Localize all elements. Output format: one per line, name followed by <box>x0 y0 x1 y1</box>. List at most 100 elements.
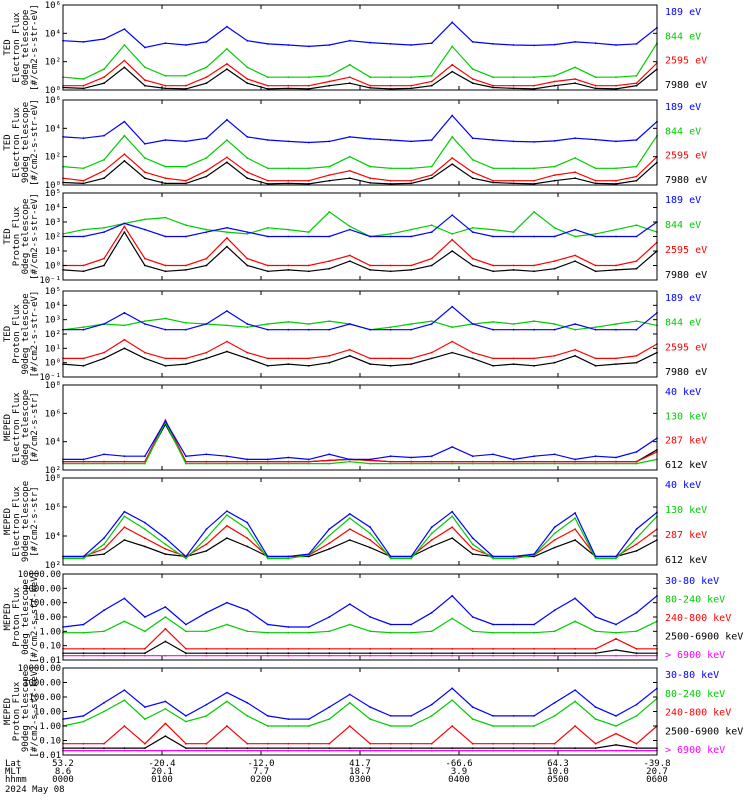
data-point <box>451 747 454 749</box>
footer-lat-value: -12.0 <box>247 759 274 769</box>
data-point <box>328 165 331 168</box>
series-line-80-240-kev <box>62 697 658 727</box>
data-point <box>226 747 228 749</box>
data-point <box>226 340 228 343</box>
data-point <box>553 80 556 83</box>
data-point <box>348 169 351 172</box>
data-point <box>226 118 228 121</box>
data-point <box>574 517 576 520</box>
data-point <box>144 747 146 749</box>
data-point <box>533 44 535 47</box>
data-point <box>348 747 351 749</box>
data-point <box>410 742 413 745</box>
data-point <box>287 725 290 727</box>
data-point <box>451 617 454 620</box>
data-point <box>328 534 331 537</box>
series-line-40-kev <box>63 510 658 558</box>
data-point <box>226 601 228 604</box>
data-point <box>471 323 474 325</box>
data-point <box>574 647 576 650</box>
data-point <box>164 328 167 331</box>
data-point <box>226 63 228 65</box>
data-point <box>389 747 392 749</box>
data-point <box>123 225 126 228</box>
data-point <box>164 708 167 710</box>
data-point <box>287 228 290 231</box>
data-point <box>430 747 433 749</box>
data-point <box>594 460 597 463</box>
series-line-240-800-kev <box>63 722 658 745</box>
data-point <box>594 84 597 87</box>
data-point <box>266 652 269 655</box>
data-point <box>328 267 331 270</box>
data-point <box>328 453 331 456</box>
data-point <box>389 167 392 170</box>
data-point <box>451 340 454 343</box>
data-point <box>451 462 454 465</box>
data-point <box>144 521 146 524</box>
data-point <box>185 165 187 168</box>
panel-7: 0.01 0.10 1.00 10.00 100.00 1000.00 10000.00 ME… <box>3 570 743 666</box>
data-point <box>574 747 576 749</box>
data-point <box>164 177 167 180</box>
data-point <box>164 420 167 422</box>
data-point <box>307 167 310 170</box>
y-axis-label: 90deg telescope <box>21 481 31 562</box>
data-point <box>164 364 167 367</box>
data-point <box>266 647 269 650</box>
data-point <box>266 460 269 463</box>
data-point <box>328 84 331 87</box>
data-point <box>246 39 249 42</box>
data-point <box>492 228 494 231</box>
data-point <box>287 264 290 267</box>
data-point <box>574 260 576 262</box>
y-axis-label: 0deg telescope <box>21 390 31 466</box>
data-point <box>471 742 474 745</box>
data-point <box>471 177 474 180</box>
y-tick-label: 1.00 <box>39 627 61 637</box>
data-point <box>307 647 310 650</box>
legend-entry: > 6900 keV <box>665 650 725 661</box>
data-point <box>533 654 535 657</box>
data-point <box>144 84 146 87</box>
data-point <box>389 715 392 717</box>
panel-5: 10² 10⁴ 10⁶ 10⁸ MEPED Electron Flux 0deg teles… <box>3 381 707 476</box>
data-point <box>226 324 228 327</box>
data-point <box>328 74 331 77</box>
data-point <box>266 715 269 717</box>
data-point <box>348 254 351 257</box>
data-point <box>492 462 494 465</box>
data-point <box>287 357 290 360</box>
data-point <box>553 74 556 77</box>
data-point <box>430 42 433 45</box>
y-tick-label: 1.00 <box>39 722 61 732</box>
data-point <box>451 351 454 354</box>
legend-entry: 844 eV <box>665 318 701 329</box>
data-point <box>533 264 535 267</box>
data-point <box>635 647 638 650</box>
data-point <box>226 161 228 164</box>
data-point <box>492 84 494 87</box>
data-point <box>594 555 597 558</box>
data-point <box>226 310 228 312</box>
data-point <box>594 182 597 185</box>
data-point <box>471 548 474 550</box>
data-point <box>185 88 187 90</box>
data-point <box>451 749 454 752</box>
data-point <box>266 183 269 185</box>
data-point <box>635 652 638 655</box>
data-point <box>553 532 556 535</box>
data-point <box>512 725 515 727</box>
data-point <box>430 351 433 354</box>
data-point <box>266 179 269 182</box>
data-point <box>492 654 494 657</box>
data-point <box>492 167 494 170</box>
data-point <box>451 136 454 138</box>
data-point <box>103 38 105 40</box>
data-point <box>574 235 576 238</box>
data-point <box>492 357 494 360</box>
data-point <box>574 512 576 514</box>
data-point <box>389 460 392 463</box>
data-point <box>451 515 454 518</box>
data-point <box>205 652 208 655</box>
